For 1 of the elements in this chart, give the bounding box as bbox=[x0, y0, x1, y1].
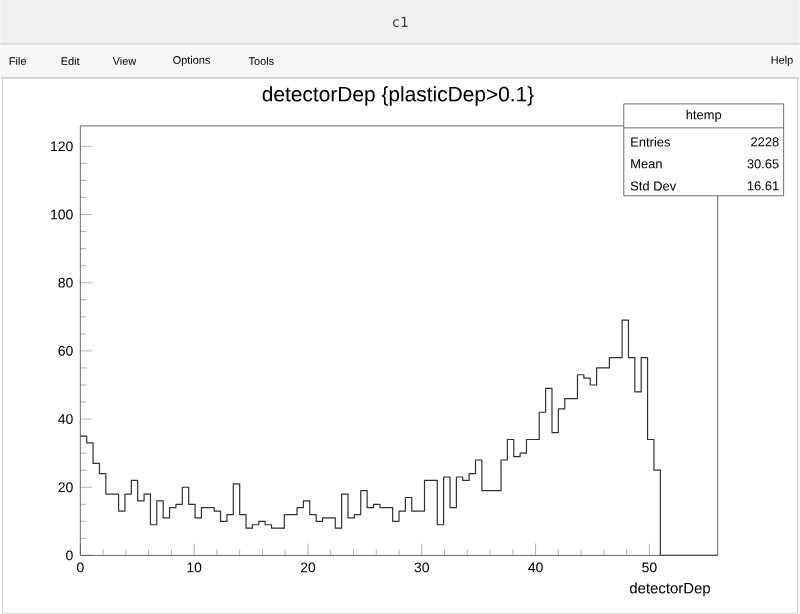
chart-title: detectorDep {plasticDep>0.1} bbox=[262, 86, 534, 106]
